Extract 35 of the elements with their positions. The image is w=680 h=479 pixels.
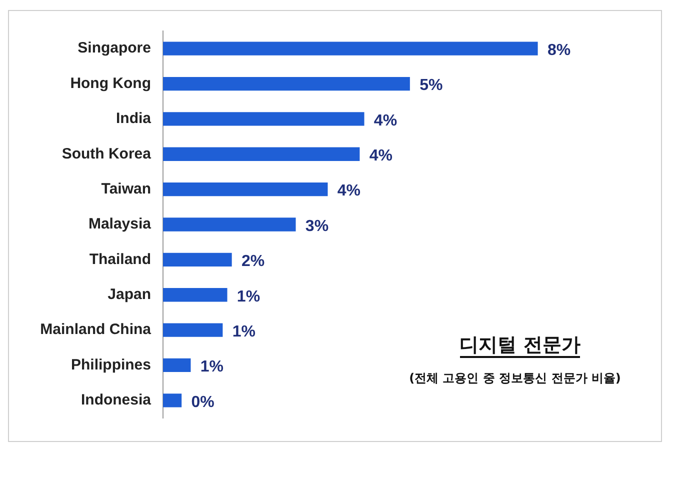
y-tick-label: Mainland China (40, 321, 152, 338)
bar (163, 182, 328, 196)
y-tick-label: Hong Kong (70, 74, 151, 92)
y-tick-label: South Korea (62, 145, 152, 162)
bar (163, 147, 360, 161)
bar (163, 323, 223, 337)
data-label: 1% (200, 358, 224, 376)
bar (163, 288, 228, 302)
data-label: 1% (232, 323, 256, 340)
y-tick-label: India (116, 110, 152, 128)
bar (163, 394, 182, 408)
data-label: 2% (242, 253, 265, 270)
bar (163, 358, 191, 372)
text: (전체 고용인 중 정보통신 전문가 비율) (408, 370, 622, 387)
y-tick-label: Japan (108, 286, 151, 304)
y-tick-label: Taiwan (101, 180, 151, 198)
data-label: 4% (374, 112, 398, 130)
y-tick-label: Indonesia (80, 392, 152, 409)
text: 디지털 전문가 (460, 334, 580, 358)
bar (163, 218, 296, 232)
data-label: 8% (547, 42, 571, 59)
y-tick-label: Malaysia (88, 216, 152, 233)
y-tick-label: Singapore (78, 40, 151, 57)
y-tick-label: Thailand (89, 250, 151, 268)
data-label: 4% (337, 182, 361, 200)
y-tick-label: Philippines (70, 356, 151, 374)
data-label: 0% (191, 394, 214, 411)
bar (163, 42, 538, 56)
data-label: 4% (369, 148, 392, 165)
data-label: 3% (305, 218, 329, 235)
data-label: 5% (420, 77, 443, 94)
bar (163, 112, 364, 126)
bar (163, 76, 410, 91)
data-label: 1% (236, 288, 260, 306)
bar (163, 252, 232, 267)
